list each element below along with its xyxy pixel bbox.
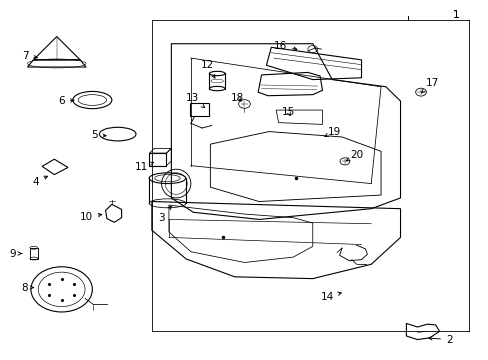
Text: 13: 13 — [185, 93, 204, 108]
Text: 18: 18 — [230, 93, 244, 103]
Text: 9: 9 — [10, 248, 22, 258]
Text: 3: 3 — [158, 206, 171, 222]
Bar — [189, 103, 209, 116]
Text: 7: 7 — [22, 51, 37, 61]
Text: 2: 2 — [428, 334, 452, 345]
Text: 1: 1 — [452, 10, 459, 20]
Text: 11: 11 — [134, 162, 153, 172]
Text: 5: 5 — [91, 130, 106, 140]
Text: 16: 16 — [273, 41, 296, 50]
Text: 15: 15 — [281, 107, 294, 117]
Text: 19: 19 — [324, 127, 341, 136]
Text: 8: 8 — [21, 283, 34, 293]
Text: 1: 1 — [452, 10, 459, 20]
Bar — [30, 248, 38, 258]
Text: 4: 4 — [32, 176, 47, 187]
Bar — [149, 153, 166, 166]
Text: 20: 20 — [346, 150, 363, 161]
Text: 6: 6 — [58, 96, 74, 106]
Text: 12: 12 — [201, 60, 214, 78]
Text: 14: 14 — [320, 292, 341, 302]
Text: 10: 10 — [80, 212, 102, 221]
Text: 17: 17 — [421, 78, 438, 93]
